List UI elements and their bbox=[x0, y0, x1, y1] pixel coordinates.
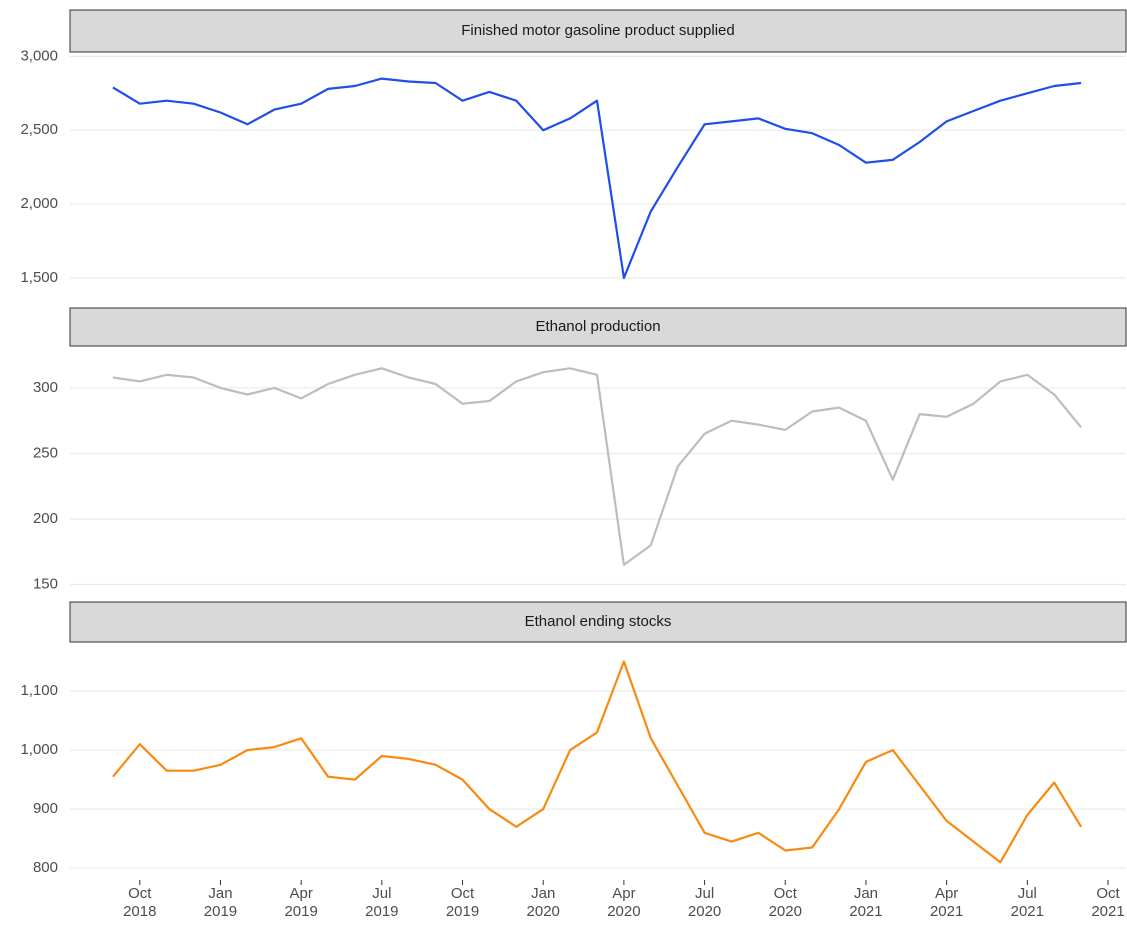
line bbox=[112, 367, 1082, 566]
y-tick-label: 3,000 bbox=[20, 47, 58, 64]
panel-title: Ethanol production bbox=[535, 318, 660, 335]
line bbox=[112, 660, 1083, 864]
strip bbox=[69, 9, 1127, 53]
panel-title: Finished motor gasoline product supplied bbox=[461, 22, 735, 39]
x-tick-label: Jul 2020 bbox=[688, 885, 721, 920]
x-tick-label: Jul 2021 bbox=[1011, 885, 1044, 920]
x-tick-label: Jan 2020 bbox=[527, 885, 560, 920]
line bbox=[112, 77, 1082, 279]
x-tick-label: Oct 2021 bbox=[1091, 885, 1124, 920]
y-tick-label: 150 bbox=[33, 575, 58, 592]
y-tick-label: 1,000 bbox=[20, 741, 58, 758]
y-tick-label: 200 bbox=[33, 510, 58, 527]
x-tick-label: Jan 2021 bbox=[849, 885, 882, 920]
strip bbox=[69, 307, 1127, 347]
y-tick-label: 1,100 bbox=[20, 682, 58, 699]
x-tick-label: Apr 2019 bbox=[284, 885, 317, 920]
x-tick-label: Jul 2019 bbox=[365, 885, 398, 920]
y-tick-label: 2,000 bbox=[20, 195, 58, 212]
x-tick-label: Oct 2018 bbox=[123, 885, 156, 920]
y-tick-label: 800 bbox=[33, 859, 58, 876]
x-tick-label: Jan 2019 bbox=[204, 885, 237, 920]
y-tick-label: 1,500 bbox=[20, 269, 58, 286]
y-tick-label: 900 bbox=[33, 800, 58, 817]
x-tick-label: Oct 2020 bbox=[769, 885, 802, 920]
panel-title: Ethanol ending stocks bbox=[525, 613, 672, 630]
x-tick-label: Apr 2021 bbox=[930, 885, 963, 920]
x-tick-label: Apr 2020 bbox=[607, 885, 640, 920]
y-tick-label: 250 bbox=[33, 444, 58, 461]
x-tick-label: Oct 2019 bbox=[446, 885, 479, 920]
y-tick-label: 2,500 bbox=[20, 121, 58, 138]
strip bbox=[69, 601, 1127, 643]
y-tick-label: 300 bbox=[33, 379, 58, 396]
